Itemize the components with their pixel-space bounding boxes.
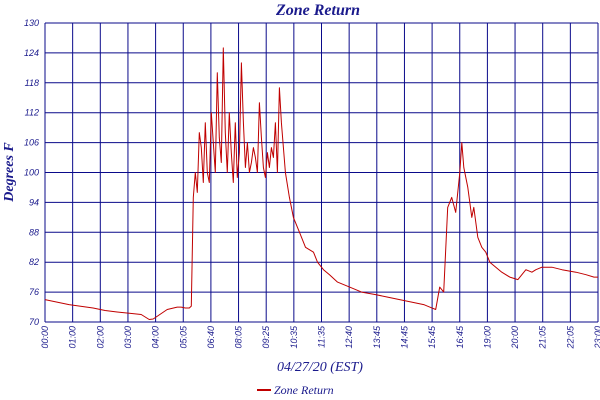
legend: Zone Return bbox=[257, 383, 334, 397]
x-tick-label: 23:00 bbox=[593, 326, 600, 350]
y-tick-label: 70 bbox=[29, 317, 39, 327]
series-lines bbox=[44, 47, 598, 320]
y-axis-label: Degrees F bbox=[2, 142, 17, 203]
series-line-zone-return bbox=[44, 47, 598, 320]
y-tick-label: 76 bbox=[29, 287, 39, 297]
y-tick-labels: 70 76 82 88 94 100 106 112 118 124 130 bbox=[24, 18, 39, 327]
y-tick-label: 130 bbox=[24, 18, 39, 28]
x-tick-label: 08:05 bbox=[234, 325, 244, 349]
x-tick-label: 02:00 bbox=[95, 326, 105, 349]
x-tick-label: 04:00 bbox=[151, 326, 161, 349]
x-tick-label: 14:45 bbox=[399, 325, 409, 349]
x-tick-label: 06:40 bbox=[206, 326, 216, 349]
x-tick-label: 15:45 bbox=[427, 325, 437, 349]
x-tick-label: 09:25 bbox=[261, 325, 271, 349]
x-tick-label: 20:00 bbox=[510, 326, 520, 350]
y-tick-label: 94 bbox=[29, 197, 39, 207]
x-tick-labels: 00:00 01:00 02:00 03:00 04:00 05:05 06:40 08:05… bbox=[40, 325, 600, 350]
x-tick-label: 13:45 bbox=[372, 325, 382, 349]
y-tick-label: 118 bbox=[25, 78, 39, 88]
chart-title: Zone Return bbox=[275, 2, 360, 19]
x-tick-label: 01:00 bbox=[68, 326, 78, 349]
x-tick-label: 12:40 bbox=[344, 326, 354, 349]
y-tick-label: 112 bbox=[25, 108, 39, 118]
y-tick-label: 106 bbox=[24, 138, 39, 148]
y-tick-label: 100 bbox=[24, 168, 39, 178]
x-tick-label: 11:35 bbox=[317, 325, 327, 348]
x-tick-label: 22:05 bbox=[565, 325, 575, 350]
x-tick-label: 03:00 bbox=[123, 326, 133, 349]
x-tick-label: 10:35 bbox=[289, 325, 299, 349]
x-tick-label: 19:00 bbox=[482, 326, 492, 349]
x-tick-label: 00:00 bbox=[40, 326, 50, 349]
y-tick-label: 88 bbox=[29, 227, 39, 237]
y-tick-label: 124 bbox=[24, 48, 39, 58]
x-tick-label: 16:45 bbox=[455, 325, 465, 349]
x-tick-label: 21:05 bbox=[538, 325, 548, 350]
x-axis-label: 04/27/20 (EST) bbox=[277, 360, 363, 375]
x-tick-label: 05:05 bbox=[178, 325, 188, 349]
gridlines bbox=[44, 22, 599, 323]
y-tick-label: 82 bbox=[29, 257, 39, 267]
legend-label-zone-return: Zone Return bbox=[274, 383, 334, 397]
